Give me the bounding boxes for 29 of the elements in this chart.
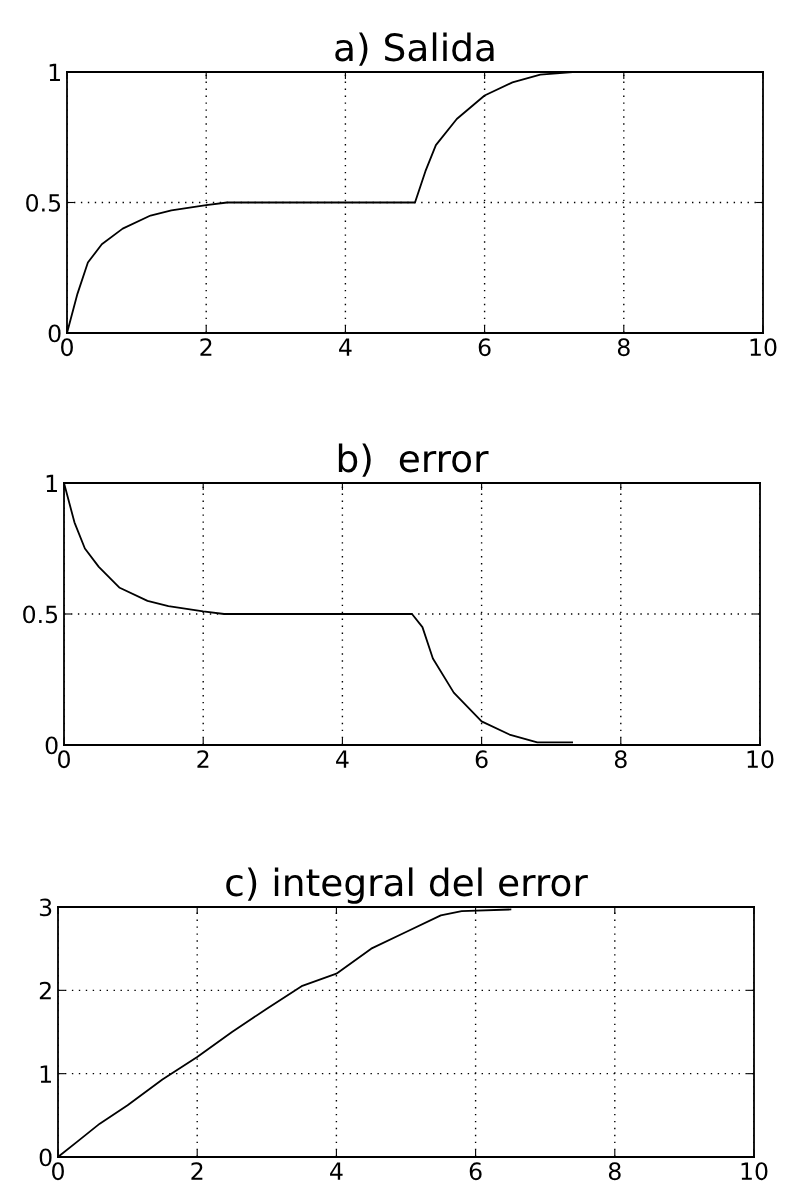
x-tick-label: 2 [197, 750, 209, 768]
x-tick-label: 6 [478, 338, 491, 357]
x-tick-label: 6 [475, 750, 488, 769]
chart-title: a) Salida [335, 32, 494, 66]
x-tick-label: 2 [200, 338, 212, 356]
chart-title: b) error [338, 443, 489, 477]
y-tick-label: 1 [46, 474, 57, 492]
x-tick-label: 8 [617, 338, 630, 357]
y-tick-label: 0 [39, 1148, 52, 1167]
y-tick-label: 0.5 [23, 605, 58, 624]
x-tick-label: 4 [330, 1162, 343, 1180]
y-tick-label: 1 [49, 63, 60, 81]
x-tick-label: 4 [339, 338, 352, 356]
y-tick-label: 0 [45, 736, 58, 755]
y-tick-label: 0.5 [26, 193, 61, 212]
x-tick-label: 10 [741, 1162, 768, 1181]
y-tick-label: 0 [48, 324, 61, 343]
y-tick-label: 1 [40, 1065, 51, 1083]
y-tick-label: 3 [39, 898, 52, 917]
y-tick-label: 2 [39, 981, 51, 1000]
x-tick-label: 4 [336, 750, 349, 768]
chart-title: c) integral del error [226, 867, 588, 904]
x-tick-label: 0 [61, 338, 73, 357]
x-tick-label: 2 [191, 1162, 203, 1180]
x-tick-label: 8 [608, 1162, 621, 1181]
x-tick-label: 10 [747, 750, 774, 769]
x-tick-label: 8 [614, 750, 627, 769]
x-tick-label: 10 [750, 338, 777, 357]
x-tick-label: 6 [469, 1162, 482, 1181]
